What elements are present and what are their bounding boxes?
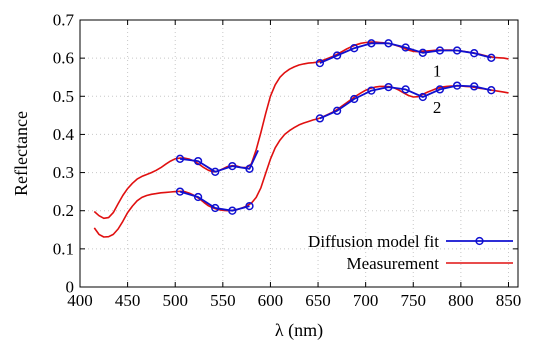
curve-label-1: 1 xyxy=(433,61,442,80)
fit-point xyxy=(401,85,410,94)
fit-point xyxy=(401,43,410,52)
y-tick-label: 0.1 xyxy=(53,239,74,258)
fit-point xyxy=(315,114,325,123)
legend-label-fit: Diffusion model fit xyxy=(308,232,439,251)
fit-line-1 xyxy=(319,42,492,64)
legend-label-measurement: Measurement xyxy=(346,254,439,273)
fit-point xyxy=(193,156,203,166)
fit-point xyxy=(435,85,445,94)
fit-point xyxy=(470,49,479,58)
x-tick-label: 450 xyxy=(115,291,141,310)
x-tick-label: 800 xyxy=(448,291,474,310)
x-tick-label: 750 xyxy=(401,291,427,310)
fit-point xyxy=(245,164,254,173)
curve-annotations: 12 xyxy=(433,61,442,117)
measurement-curves xyxy=(93,41,509,238)
measurement-line-2 xyxy=(93,85,509,238)
y-tick-label: 0.3 xyxy=(53,163,74,182)
y-tick-label: 0.5 xyxy=(53,87,74,106)
fit-point xyxy=(332,106,342,115)
fit-point xyxy=(367,86,376,95)
fit-point xyxy=(384,82,393,92)
measurement-line-1 xyxy=(93,41,509,220)
x-tick-label: 600 xyxy=(258,291,284,310)
fit-point xyxy=(470,82,479,91)
legend: Diffusion model fit Measurement xyxy=(308,232,513,273)
fit-point xyxy=(211,203,220,213)
fit-point xyxy=(487,86,496,95)
fit-point xyxy=(452,46,462,55)
legend-marker-fit xyxy=(475,236,484,246)
fit-point xyxy=(350,44,359,53)
fit-point xyxy=(435,46,445,55)
x-axis-title: λ (nm) xyxy=(275,320,323,341)
fit-point xyxy=(228,161,237,171)
fit-point xyxy=(228,206,237,215)
fit-point xyxy=(175,187,185,196)
grid xyxy=(80,20,518,287)
fit-line-2 xyxy=(319,84,492,120)
fit-line-2 xyxy=(179,190,250,212)
fit-curves xyxy=(175,39,496,215)
y-tick-label: 0.6 xyxy=(53,49,74,68)
fit-point xyxy=(175,154,185,163)
curve-label-2: 2 xyxy=(433,98,442,117)
y-tick-label: 0.4 xyxy=(53,125,75,144)
fit-point xyxy=(487,53,496,62)
x-tick-label: 700 xyxy=(353,291,379,310)
plot-frame xyxy=(79,19,519,288)
x-tick-label: 650 xyxy=(305,291,331,310)
axis-ticks: 400 450 500 550 600 650 700 750 800 850 0 0.1 0.2 0.3… xyxy=(53,11,521,311)
fit-point xyxy=(245,201,254,211)
fit-point xyxy=(350,94,359,104)
fit-point xyxy=(452,81,462,90)
fit-point xyxy=(418,92,427,102)
y-axis-title: Reflectance xyxy=(11,111,31,196)
x-tick-label: 550 xyxy=(210,291,236,310)
fit-point xyxy=(384,39,393,48)
y-tick-label: 0 xyxy=(66,278,75,297)
x-tick-label: 850 xyxy=(496,291,522,310)
x-tick-label: 500 xyxy=(162,291,188,310)
x-tick-label: 400 xyxy=(67,291,93,310)
fit-point xyxy=(211,167,220,176)
fit-point xyxy=(193,192,203,202)
fit-point xyxy=(418,48,427,57)
y-tick-label: 0.7 xyxy=(53,11,75,30)
fit-point xyxy=(367,39,376,48)
fit-point xyxy=(315,58,325,68)
y-tick-label: 0.2 xyxy=(53,201,74,220)
fit-point xyxy=(332,51,342,60)
